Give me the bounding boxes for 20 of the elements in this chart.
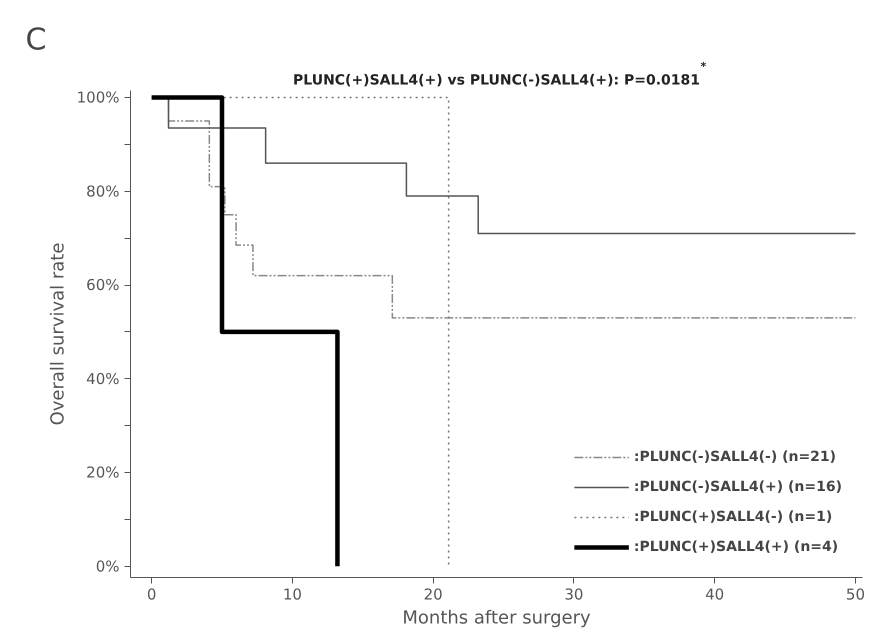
legend-label: :PLUNC(-)SALL4(+) (n=16) — [634, 479, 842, 495]
y-tick-label: 60% — [86, 276, 120, 294]
y-tick-label: 20% — [86, 464, 120, 482]
y-tick-label: 0% — [96, 557, 120, 576]
y-axis-title: Overall survival rate — [48, 242, 69, 426]
legend-label: :PLUNC(-)SALL4(-) (n=21) — [634, 449, 836, 465]
x-tick-label: 20 — [424, 586, 443, 604]
legend-label: :PLUNC(+)SALL4(-) (n=1) — [634, 509, 832, 525]
legend-label: :PLUNC(+)SALL4(+) (n=4) — [634, 539, 838, 555]
y-tick-label: 40% — [86, 370, 120, 388]
chart-title: PLUNC(+)SALL4(+) vs PLUNC(-)SALL4(+): P=0.0181* — [293, 60, 706, 88]
y-tick-label: 100% — [76, 88, 120, 107]
x-tick-label: 40 — [705, 586, 724, 604]
x-axis-title: Months after surgery — [402, 608, 591, 628]
x-tick-label: 0 — [146, 586, 156, 604]
text: C — [26, 22, 46, 58]
x-tick-label: 30 — [564, 586, 584, 604]
x-tick-label: 10 — [282, 586, 302, 604]
y-tick-label: 80% — [86, 182, 120, 200]
x-tick-label: 50 — [846, 586, 866, 604]
